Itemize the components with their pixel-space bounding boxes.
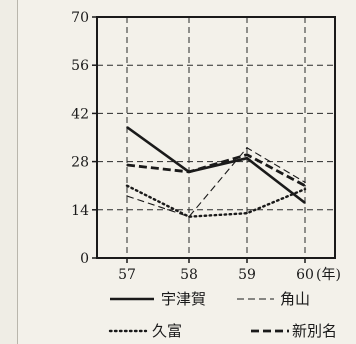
legend-label: 角山: [280, 290, 310, 308]
y-tick-label: 42: [71, 106, 89, 122]
data-point: [246, 153, 248, 156]
series-line: [125, 184, 307, 218]
x-tick-label: 58: [180, 267, 198, 283]
data-point: [304, 184, 306, 187]
legend-item-4: 新別名: [251, 322, 337, 340]
data-point: [246, 147, 248, 149]
series-lines: [125, 126, 307, 218]
series-line: [126, 126, 306, 204]
legend-label: 新別名: [292, 322, 337, 340]
data-point: [246, 212, 248, 214]
series-3: [125, 184, 307, 218]
left-page-edge: [0, 0, 18, 344]
data-point: [126, 195, 128, 197]
data-point: [304, 202, 306, 204]
y-tick-label: 14: [71, 203, 89, 219]
y-tick-label: 70: [71, 10, 89, 26]
y-axis-ticks: 0 14 28 42 56 70: [71, 10, 97, 267]
x-axis-ticks: 57 58 59 60 (年): [118, 258, 341, 283]
x-tick-label: 57: [118, 267, 136, 283]
data-point: [126, 126, 128, 128]
data-point: [246, 157, 248, 159]
series-4: [126, 153, 306, 187]
legend-label: 久富: [152, 322, 182, 340]
data-point: [188, 215, 190, 218]
legend-item-3: 久富: [108, 322, 182, 340]
grid: [97, 17, 335, 258]
data-point: [126, 184, 128, 187]
plot-area-frame: [96, 16, 336, 259]
y-tick-label: 0: [80, 251, 89, 267]
series-line: [126, 153, 306, 187]
data-point: [304, 188, 306, 190]
data-point: [188, 171, 190, 173]
x-axis-unit: (年): [316, 267, 341, 283]
legend-item-1: 宇津賀: [110, 290, 206, 308]
legend-label: 宇津賀: [161, 290, 206, 308]
legend-item-2: 角山: [237, 290, 310, 308]
data-point: [304, 181, 306, 184]
series-line: [126, 147, 306, 218]
data-point: [126, 164, 128, 166]
y-tick-label: 28: [71, 155, 89, 171]
y-tick-label: 56: [71, 58, 89, 74]
x-tick-label: 59: [238, 267, 256, 283]
x-tick-label: 60: [296, 267, 314, 283]
